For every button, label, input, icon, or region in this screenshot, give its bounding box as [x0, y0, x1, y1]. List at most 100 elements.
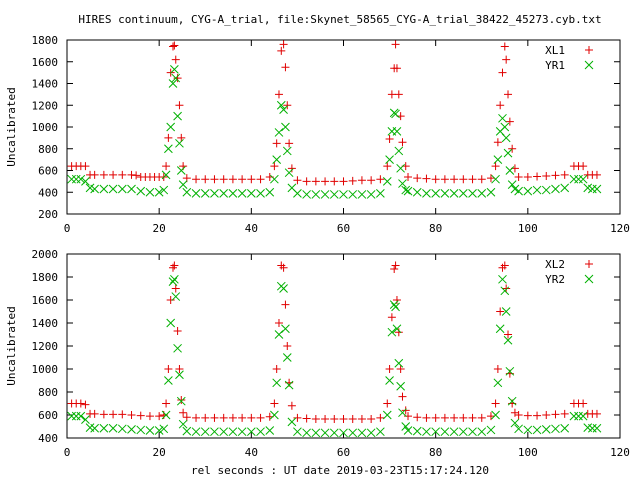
data-point	[109, 410, 118, 419]
data-point	[383, 162, 392, 171]
series-xl1	[67, 40, 601, 186]
data-point	[320, 190, 330, 199]
data-point	[81, 177, 90, 186]
data-point	[401, 422, 411, 431]
data-point	[81, 415, 90, 424]
data-point	[486, 187, 496, 197]
data-point	[219, 413, 228, 422]
data-point	[237, 427, 247, 437]
data-point	[117, 424, 127, 434]
data-point	[357, 415, 366, 424]
y-tick-label: 1800	[32, 34, 59, 47]
data-point	[449, 188, 459, 198]
data-point	[498, 274, 507, 284]
data-point	[592, 170, 601, 179]
data-point	[118, 410, 127, 419]
data-point	[76, 174, 86, 184]
data-point	[272, 378, 282, 388]
data-point	[154, 187, 164, 197]
data-point	[523, 173, 532, 182]
data-point	[272, 365, 281, 373]
data-point	[274, 90, 283, 99]
data-point	[171, 292, 181, 301]
data-point	[385, 376, 394, 385]
data-point	[191, 427, 201, 437]
data-point	[166, 318, 176, 328]
data-point	[533, 411, 542, 420]
data-point	[279, 105, 288, 114]
data-point	[166, 296, 175, 304]
data-point	[493, 378, 503, 388]
data-point	[401, 406, 410, 415]
data-point	[302, 428, 311, 438]
data-point	[132, 171, 141, 180]
data-point	[376, 188, 385, 198]
data-point	[67, 174, 76, 184]
y-tick-label: 1800	[32, 271, 59, 284]
data-point	[491, 174, 500, 184]
data-point	[302, 190, 311, 199]
data-point	[175, 365, 184, 373]
data-point	[173, 327, 182, 336]
data-point	[282, 353, 292, 362]
data-point	[274, 319, 283, 327]
data-point	[168, 277, 178, 286]
data-point	[357, 428, 367, 438]
data-point	[136, 411, 145, 420]
data-point	[496, 101, 505, 110]
data-point	[398, 392, 407, 401]
data-point	[256, 427, 265, 437]
data-point	[578, 411, 588, 421]
data-point	[179, 408, 188, 417]
data-point	[238, 175, 247, 184]
data-point	[348, 415, 357, 424]
data-point	[396, 163, 405, 173]
data-point	[109, 170, 118, 179]
data-point	[504, 330, 513, 339]
data-point	[498, 68, 507, 77]
data-point	[502, 55, 511, 64]
data-point	[357, 176, 366, 185]
series-yr1	[67, 65, 602, 199]
data-point	[449, 427, 459, 437]
data-point	[127, 170, 136, 179]
data-point	[477, 427, 487, 437]
data-point	[170, 274, 179, 284]
data-point	[178, 419, 188, 429]
data-point	[532, 425, 542, 435]
data-point	[339, 415, 348, 424]
data-point	[504, 90, 513, 99]
data-point	[265, 426, 275, 435]
y-tick-label: 1600	[32, 56, 59, 69]
data-point	[514, 173, 523, 182]
data-point	[339, 177, 348, 186]
data-point	[176, 396, 186, 406]
data-point	[496, 307, 505, 316]
data-point	[468, 175, 477, 184]
data-point	[394, 146, 404, 156]
x-tick-label: 120	[610, 222, 630, 235]
data-point	[284, 380, 294, 390]
data-point	[170, 41, 179, 50]
data-point	[541, 185, 551, 195]
data-point	[440, 188, 450, 198]
y-axis-label: Uncalibrated	[5, 306, 18, 385]
data-point	[541, 425, 551, 434]
data-point	[560, 183, 570, 193]
data-point	[159, 185, 169, 195]
data-point	[579, 399, 588, 408]
data-point	[330, 177, 339, 186]
data-point	[71, 411, 81, 421]
data-point	[503, 148, 513, 158]
data-point	[228, 413, 237, 422]
data-point	[136, 186, 146, 196]
data-point	[108, 184, 118, 194]
data-point	[391, 109, 400, 119]
data-point	[560, 423, 570, 433]
data-point	[282, 146, 292, 156]
data-point	[505, 117, 514, 126]
data-point	[403, 426, 413, 435]
data-point	[431, 188, 441, 198]
data-point	[329, 190, 339, 199]
data-point	[311, 177, 320, 186]
